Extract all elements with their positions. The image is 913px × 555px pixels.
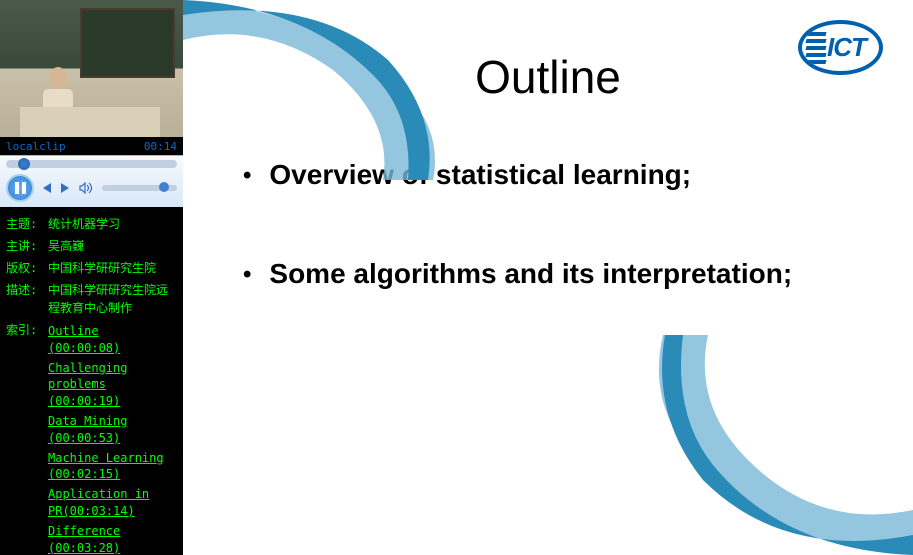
index-link[interactable]: Machine Learning: [48, 450, 177, 467]
bullet-dot: •: [243, 258, 251, 292]
topic-label: 主题:: [6, 215, 48, 233]
next-button[interactable]: [58, 180, 74, 196]
ict-logo: ICT: [798, 20, 883, 75]
index-link[interactable]: Data Mining: [48, 413, 177, 430]
slide-area: ICT Outline •Overview of statistical lea…: [183, 0, 913, 555]
pause-button[interactable]: [6, 174, 34, 202]
index-link[interactable]: Challenging problems: [48, 360, 177, 394]
logo-text: ICT: [827, 32, 866, 63]
decorative-swoosh-bottom: [633, 275, 913, 555]
index-time[interactable]: (00:00:08): [48, 340, 177, 357]
index-link[interactable]: Application in PR(00:03:14): [48, 486, 177, 520]
topic-value: 统计机器学习: [48, 215, 177, 233]
seek-handle[interactable]: [18, 158, 30, 170]
blackboard-graphic: [80, 8, 175, 78]
index-label: 索引:: [6, 321, 48, 555]
seek-bar[interactable]: [6, 160, 177, 168]
clip-name: localclip: [6, 140, 66, 153]
index-link[interactable]: Outline: [48, 323, 177, 340]
info-panel: 主题: 统计机器学习 主讲: 吴高巍 版权: 中国科学研研究生院 描述: 中国科…: [0, 207, 183, 555]
description-label: 描述:: [6, 281, 48, 317]
index-link[interactable]: Difference: [48, 523, 177, 540]
desk-graphic: [20, 107, 160, 137]
index-time[interactable]: (00:03:28): [48, 540, 177, 555]
speaker-value: 吴高巍: [48, 237, 177, 255]
description-value: 中国科学研研究生院远程教育中心制作: [48, 281, 177, 317]
timestamp: 00:14: [144, 140, 177, 153]
volume-slider[interactable]: [102, 185, 177, 191]
volume-icon[interactable]: [78, 180, 94, 196]
decorative-swoosh-top: [183, 0, 503, 180]
player-controls: [0, 155, 183, 207]
index-time[interactable]: (00:00:19): [48, 393, 177, 410]
speaker-label: 主讲:: [6, 237, 48, 255]
copyright-label: 版权:: [6, 259, 48, 277]
index-time[interactable]: (00:02:15): [48, 466, 177, 483]
video-thumbnail[interactable]: [0, 0, 183, 137]
index-time[interactable]: (00:00:53): [48, 430, 177, 447]
copyright-value: 中国科学研研究生院: [48, 259, 177, 277]
volume-handle[interactable]: [159, 182, 169, 192]
prev-button[interactable]: [38, 180, 54, 196]
